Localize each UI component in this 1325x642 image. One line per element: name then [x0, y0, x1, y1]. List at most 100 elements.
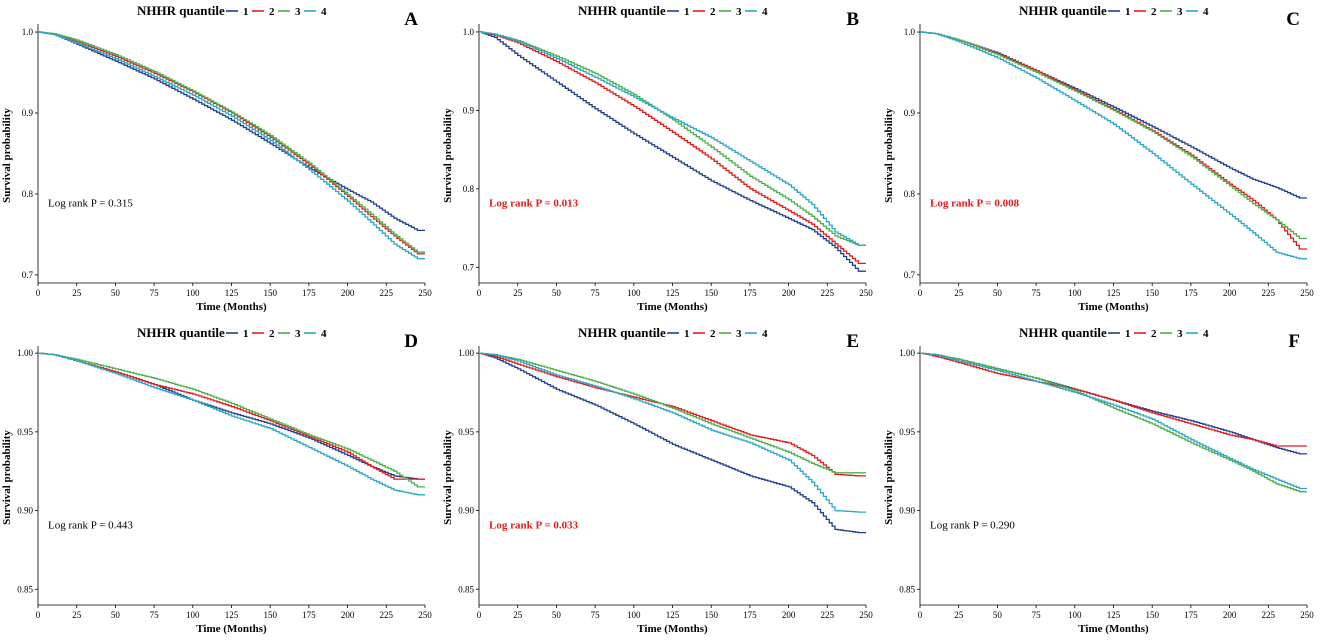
x-axis-title: Time (Months)	[1078, 301, 1149, 313]
x-tick-label: 250	[418, 610, 432, 620]
x-tick-label: 100	[1068, 610, 1082, 620]
y-tick-label: 0.7	[904, 270, 916, 280]
y-tick-label: 0.95	[17, 427, 33, 437]
legend-label-4: 4	[762, 328, 768, 340]
chart-panel-a: NHHR quantile 1 2 3 4 A 0 25 50 75 100 125 150 175 200…	[1, 3, 432, 313]
chart-panel-e: NHHR quantile 1 2 3 4 E 0 25 50 75 100 125 150 175 200…	[442, 325, 873, 635]
y-tick-label: 0.8	[904, 189, 916, 199]
series-line-4	[920, 352, 1307, 490]
legend-title: NHHR quantile	[578, 325, 666, 340]
series-line-4	[38, 352, 425, 496]
series-line-4	[38, 31, 425, 260]
x-tick-label: 0	[477, 610, 482, 620]
series-line-3	[38, 352, 425, 488]
x-tick-label: 25	[513, 610, 523, 620]
x-tick-label: 125	[225, 610, 239, 620]
x-tick-label: 225	[821, 610, 835, 620]
x-tick-label: 125	[666, 288, 680, 298]
chart-panel-f: NHHR quantile 1 2 3 4 F 0 25 50 75 100 125 150 175 200…	[883, 325, 1314, 635]
y-tick-label: 0.8	[463, 184, 475, 194]
legend: NHHR quantile 1 2 3 4	[578, 325, 768, 340]
legend-label-4: 4	[321, 328, 327, 340]
legend-label-1: 1	[684, 328, 690, 340]
y-axis-title: Survival probability	[883, 430, 895, 525]
series-line-3	[920, 352, 1307, 493]
x-tick-label: 25	[72, 288, 82, 298]
series-line-3	[479, 31, 866, 246]
logrank-annotation: Log rank P = 0.290	[930, 520, 1015, 532]
series-line-1	[479, 31, 866, 272]
x-tick-label: 25	[954, 610, 964, 620]
legend-title: NHHR quantile	[137, 3, 225, 18]
legend-label-1: 1	[1125, 328, 1131, 340]
x-tick-label: 75	[150, 610, 160, 620]
chart-panel-d: NHHR quantile 1 2 3 4 D 0 25 50 75 100 125 150 175 200…	[1, 325, 432, 635]
chart-panel-c: NHHR quantile 1 2 3 4 C 0 25 50 75 100 125 150 175 200…	[883, 3, 1314, 313]
x-axis-title: Time (Months)	[637, 623, 708, 635]
x-tick-label: 50	[993, 610, 1003, 620]
y-axis-title: Survival probability	[883, 108, 895, 203]
x-tick-label: 250	[859, 610, 873, 620]
legend-label-1: 1	[1125, 6, 1131, 18]
x-tick-label: 100	[186, 288, 200, 298]
legend-label-2: 2	[710, 328, 716, 340]
logrank-annotation: Log rank P = 0.013	[489, 198, 579, 210]
x-tick-label: 0	[36, 288, 41, 298]
x-tick-label: 175	[302, 610, 316, 620]
panel-label: C	[1286, 9, 1300, 30]
x-tick-label: 50	[552, 288, 562, 298]
series-line-3	[920, 31, 1307, 240]
y-tick-label: 0.95	[899, 427, 915, 437]
legend-label-2: 2	[269, 6, 275, 18]
y-axis-title: Survival probability	[1, 108, 13, 203]
x-tick-label: 50	[111, 610, 121, 620]
y-axis-title: Survival probability	[442, 430, 454, 525]
y-tick-label: 1.0	[463, 27, 475, 37]
x-tick-label: 75	[591, 288, 601, 298]
legend: NHHR quantile 1 2 3 4	[578, 3, 768, 18]
x-tick-label: 25	[72, 610, 82, 620]
x-tick-label: 75	[1032, 610, 1042, 620]
x-tick-label: 25	[513, 288, 523, 298]
x-tick-label: 150	[1145, 610, 1159, 620]
series-line-4	[920, 31, 1307, 260]
panel-label: E	[846, 331, 859, 352]
x-tick-label: 175	[743, 610, 757, 620]
y-tick-label: 1.00	[899, 348, 915, 358]
legend-label-1: 1	[243, 328, 249, 340]
y-axis-title: Survival probability	[1, 430, 13, 525]
series-line-4	[479, 31, 866, 246]
legend-label-3: 3	[736, 6, 742, 18]
y-axis-title: Survival probability	[442, 108, 454, 203]
x-tick-label: 0	[477, 288, 482, 298]
x-tick-label: 150	[1145, 288, 1159, 298]
y-tick-label: 0.85	[458, 584, 474, 594]
y-tick-label: 0.90	[458, 506, 474, 516]
legend: NHHR quantile 1 2 3 4	[137, 3, 327, 18]
x-tick-label: 175	[1184, 610, 1198, 620]
series-line-4	[479, 352, 866, 513]
x-tick-label: 125	[666, 610, 680, 620]
x-tick-label: 200	[1223, 610, 1237, 620]
logrank-annotation: Log rank P = 0.033	[489, 520, 579, 532]
legend-label-3: 3	[295, 328, 301, 340]
x-tick-label: 175	[743, 288, 757, 298]
x-tick-label: 0	[918, 610, 923, 620]
x-tick-label: 225	[380, 288, 394, 298]
x-tick-label: 200	[782, 610, 796, 620]
legend-label-2: 2	[710, 6, 716, 18]
x-tick-label: 0	[918, 288, 923, 298]
series-line-2	[920, 31, 1307, 250]
y-tick-label: 0.90	[17, 506, 33, 516]
logrank-annotation: Log rank P = 0.315	[48, 198, 133, 210]
y-tick-label: 0.9	[22, 108, 34, 118]
panel-label: B	[846, 9, 859, 30]
legend-title: NHHR quantile	[578, 3, 666, 18]
legend: NHHR quantile 1 2 3 4	[1019, 3, 1209, 18]
series-line-3	[38, 31, 425, 253]
x-tick-label: 125	[1107, 288, 1121, 298]
x-tick-label: 150	[704, 610, 718, 620]
legend: NHHR quantile 1 2 3 4	[137, 325, 327, 340]
y-tick-label: 0.9	[904, 108, 916, 118]
x-tick-label: 150	[704, 288, 718, 298]
